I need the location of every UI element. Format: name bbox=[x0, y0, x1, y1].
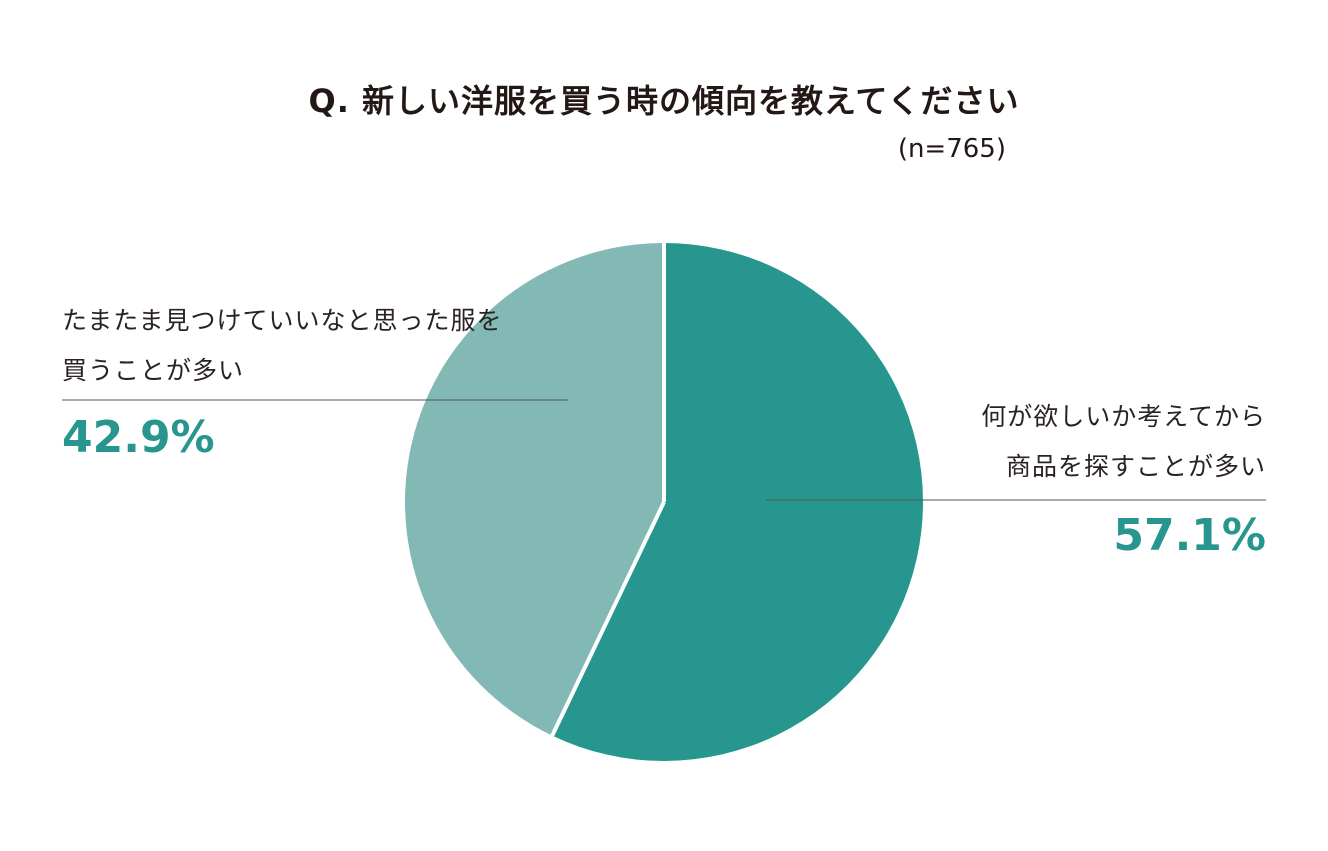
slice-label-browse: たまたま見つけていいなと思った服を 買うことが多い bbox=[62, 296, 503, 396]
slice-value-plan: 57.1% bbox=[1113, 510, 1266, 561]
pie-slice-plan bbox=[552, 243, 923, 761]
pie-slice-browse bbox=[404, 243, 664, 736]
sample-size: (n=765) bbox=[897, 134, 1006, 164]
slice-separator bbox=[550, 501, 666, 737]
slice-label-plan: 何が欲しいか考えてから 商品を探すことが多い bbox=[981, 392, 1266, 492]
pie-slices bbox=[404, 243, 923, 761]
slice-label-plan-line1: 何が欲しいか考えてから bbox=[981, 402, 1266, 431]
slice-value-browse: 42.9% bbox=[62, 412, 215, 463]
slice-label-browse-line2: 買うことが多い bbox=[62, 356, 245, 385]
chart-title: Q. 新しい洋服を買う時の傾向を教えてください bbox=[308, 82, 1020, 120]
slice-label-browse-line1: たまたま見つけていいなと思った服を bbox=[62, 306, 503, 335]
slice-label-plan-line2: 商品を探すことが多い bbox=[1005, 452, 1266, 481]
